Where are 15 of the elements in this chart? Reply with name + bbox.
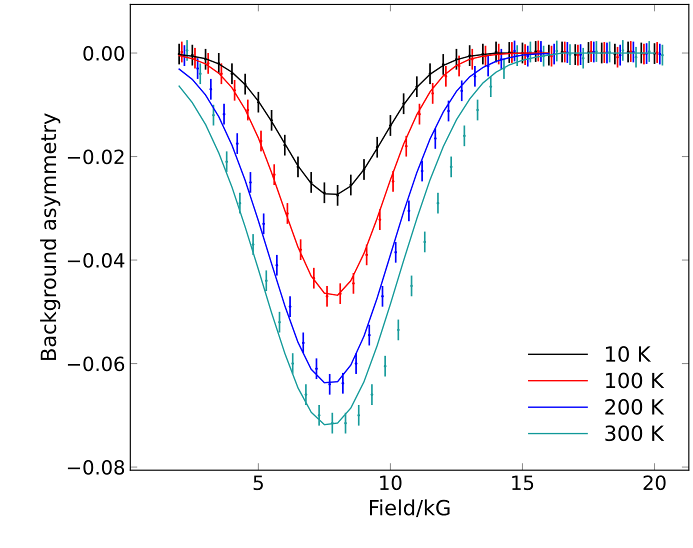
legend-label: 100 K	[606, 372, 664, 388]
legend-label: 300 K	[605, 425, 664, 442]
x-tick-label: 5	[254, 476, 263, 490]
legend-label: 10 K	[606, 346, 652, 362]
x-tick-label: 20	[644, 475, 666, 490]
y-tick-label: −0.02	[68, 150, 124, 164]
y-tick-label: −0.04	[68, 253, 124, 268]
y-tick-label: 0.00	[83, 46, 124, 61]
y-tick-label: −0.06	[68, 356, 124, 372]
y-tick-label: −0.08	[68, 460, 124, 475]
legend-label: 200 K	[605, 398, 664, 415]
x-axis-title: Field/kG	[370, 499, 450, 518]
y-axis-title: Background asymmetry	[40, 113, 60, 360]
x-tick-label: 10	[380, 475, 402, 490]
x-tick-label: 15	[512, 476, 534, 490]
